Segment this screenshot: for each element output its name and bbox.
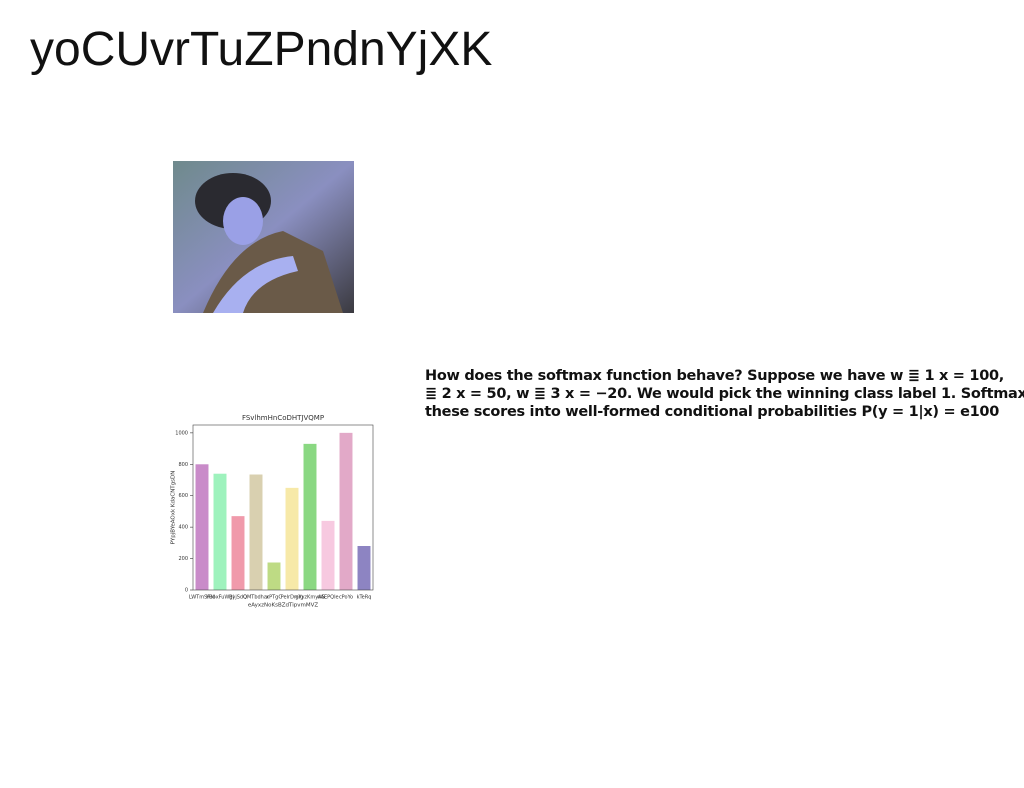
y-tick-label: 400 (178, 525, 188, 531)
x-tick-label: gYyzKmyAS (295, 595, 325, 601)
bar (195, 464, 209, 590)
bar-chart: FSvlhmHnCoDHTJVQMP eAyxzNoKsBZdTipvmMVZ PY… (171, 414, 374, 609)
page-title: yoCUvrTuZPndnYjXK (30, 23, 493, 76)
y-axis-label: PYpjBYeAOxk KdaCNTgsDN (171, 471, 177, 545)
bar (267, 562, 281, 590)
y-tick-label: 200 (178, 556, 188, 562)
y-tick-label: 0 (185, 588, 188, 594)
bar (231, 516, 245, 590)
bar (213, 473, 227, 590)
y-tick-label: 600 (178, 493, 188, 499)
bar (285, 487, 299, 590)
bar (249, 474, 263, 590)
x-axis-label: eAyxzNoKsBZdTipvmMVZ (248, 603, 318, 609)
x-tick-label: PeIrDmlg (281, 595, 304, 601)
x-tick-label: cPoYo (339, 595, 353, 601)
text-line: these scores into well-formed conditiona… (425, 404, 1000, 420)
x-tick-label: LWTmSRxl (189, 595, 215, 601)
bar (321, 520, 335, 590)
bar (357, 546, 371, 590)
y-tick-label: 1000 (175, 430, 188, 436)
chart-title: FSvlhmHnCoDHTJVQMP (242, 414, 324, 422)
photo (173, 161, 354, 313)
x-tick-label: ByjSdQ (229, 595, 247, 601)
y-tick-label: 800 (178, 462, 188, 468)
x-tick-label: YBbxFuWgl (205, 595, 234, 601)
x-tick-label: kTeRq (357, 595, 372, 601)
bar (303, 443, 317, 590)
x-tick-label: QMTbdhar (243, 595, 270, 601)
bar (339, 432, 353, 590)
x-tick-label: nAEPQIe (317, 595, 338, 601)
plot-frame (192, 424, 374, 591)
text-line: How does the softmax function behave? Su… (425, 368, 1004, 384)
x-tick-label: xPTgC (266, 595, 282, 601)
text-line: ≣ 2 x = 50, w ≣ 3 x = −20. We would pick… (425, 386, 1024, 402)
paragraph: How does the softmax function behave? Su… (425, 367, 1024, 421)
